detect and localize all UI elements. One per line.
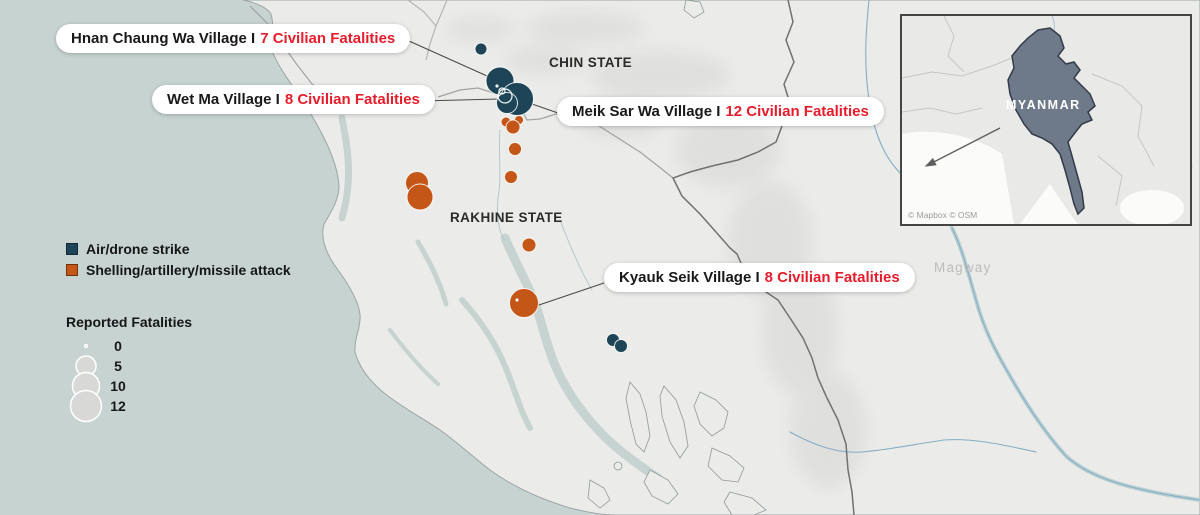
event-bubble-shelling[interactable] [505, 119, 521, 135]
air-drone-swatch [66, 243, 78, 255]
chin-state-label: CHIN STATE [549, 55, 632, 70]
inset-map-svg: MYANMAR [902, 16, 1190, 224]
event-bubble-outline[interactable] [498, 87, 506, 95]
inset-country-label: MYANMAR [1006, 98, 1081, 112]
inset-sea [902, 131, 1184, 224]
rakhine-state-label: RAKHINE STATE [450, 210, 563, 225]
callout-meik-sar-wa: Meik Sar Wa Village I 12 Civilian Fatali… [557, 97, 884, 126]
category-legend: Air/drone strike Shelling/artillery/miss… [66, 241, 291, 283]
legend-item-air-drone: Air/drone strike [66, 241, 291, 257]
inset-locator-map: MYANMAR © Mapbox © OSM [900, 14, 1192, 226]
size-legend-value: 12 [110, 398, 126, 414]
size-legend-circle [69, 389, 103, 423]
event-bubble-zero[interactable] [495, 84, 499, 88]
callout-fatalities: 12 Civilian Fatalities [725, 103, 869, 120]
callout-wet-ma: Wet Ma Village I 8 Civilian Fatalities [152, 85, 435, 114]
size-legend-value: 0 [114, 338, 122, 354]
magway-label: Magway [934, 260, 991, 275]
size-legend-title: Reported Fatalities [66, 314, 193, 330]
event-bubble-shelling[interactable] [504, 170, 518, 184]
callout-fatalities: 8 Civilian Fatalities [284, 91, 420, 108]
size-legend-circle [83, 343, 89, 349]
size-legend: 0 5 10 12 [69, 338, 126, 423]
event-bubble-shelling[interactable] [508, 142, 522, 156]
event-bubble-air-drone[interactable] [614, 339, 628, 353]
callout-village-name: Meik Sar Wa Village I [572, 103, 721, 120]
shelling-swatch [66, 264, 78, 276]
map-attribution[interactable]: © Mapbox © OSM [908, 210, 978, 220]
size-legend-value: 10 [110, 378, 126, 394]
size-legend-circles [69, 343, 103, 423]
callout-hnan-chaung-wa: Hnan Chaung Wa Village I 7 Civilian Fata… [56, 24, 411, 53]
size-legend-value: 5 [114, 358, 122, 374]
legend-label: Shelling/artillery/missile attack [86, 262, 291, 278]
legend-label: Air/drone strike [86, 241, 190, 257]
estuary-channels [338, 114, 663, 483]
event-bubble-shelling[interactable] [521, 237, 537, 253]
event-bubbles-layer [405, 42, 628, 353]
callout-fatalities: 8 Civilian Fatalities [764, 269, 900, 286]
event-bubble-air-drone[interactable] [474, 42, 488, 56]
islands [587, 0, 767, 515]
callout-kyauk-seik: Kyauk Seik Village I 8 Civilian Fataliti… [604, 263, 915, 292]
legend-item-shelling: Shelling/artillery/missile attack [66, 262, 291, 278]
callout-fatalities: 7 Civilian Fatalities [260, 30, 396, 47]
event-bubble-shelling[interactable] [509, 288, 539, 318]
callout-village-name: Wet Ma Village I [167, 91, 280, 108]
callout-village-name: Kyauk Seik Village I [619, 269, 760, 286]
callout-village-name: Hnan Chaung Wa Village I [71, 30, 256, 47]
myanmar-shape [1007, 27, 1096, 216]
event-bubble-shelling[interactable] [406, 183, 434, 211]
locator-arrow-icon [924, 127, 1001, 167]
event-bubble-zero[interactable] [515, 298, 519, 302]
